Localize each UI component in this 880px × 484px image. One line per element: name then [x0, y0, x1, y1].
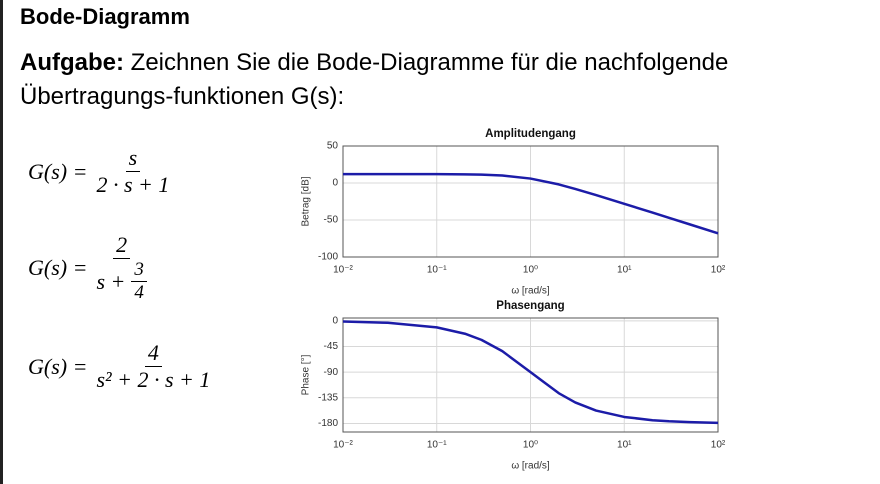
axes-box: [342, 317, 719, 433]
slide-edge: [0, 0, 3, 484]
x-tick-label: 10⁻²: [333, 265, 353, 276]
formula-lhs: G(s) =: [28, 353, 88, 379]
task-label: Aufgabe:: [20, 49, 124, 76]
y-tick-label: -100: [318, 252, 338, 263]
y-axis-label: Phase [°]: [301, 354, 312, 395]
y-tick-label: -50: [324, 215, 339, 226]
y-axis-label: Betrag [dB]: [301, 176, 312, 226]
denominator-term: s +: [96, 268, 126, 294]
chart-title: Amplitudengang: [485, 128, 576, 140]
x-tick-label: 10⁰: [523, 265, 538, 276]
y-tick-label: 50: [327, 141, 339, 152]
task-text: Zeichnen Sie die Bode-Diagramme für die …: [20, 49, 729, 110]
task: Aufgabe: Zeichnen Sie die Bode-Diagramme…: [20, 46, 840, 114]
numerator: 2: [113, 232, 131, 259]
axes-box: [342, 145, 719, 258]
x-axis-label: ω [rad/s]: [511, 461, 550, 472]
formula: G(s) = 4 s² + 2 · s + 1: [28, 340, 213, 393]
x-tick-label: 10⁻¹: [427, 440, 447, 451]
bode-charts: 10⁻² 10⁻¹ 10⁰ 10¹ 10² 50 0 -50 -100 Amplitudengan…: [301, 128, 726, 472]
x-tick-label: 10⁻²: [333, 440, 353, 451]
numerator: 4: [144, 340, 162, 367]
x-tick-label: 10²: [711, 265, 726, 276]
formula-lhs: G(s) =: [28, 158, 88, 184]
data-line: [342, 320, 719, 425]
x-tick-label: 10²: [711, 440, 726, 451]
chart-title: Phasengang: [496, 300, 564, 312]
fraction: 4 s² + 2 · s + 1: [93, 340, 213, 393]
x-tick-label: 10⁰: [523, 440, 538, 451]
y-tick-label: 0: [332, 315, 338, 326]
numerator: s: [125, 145, 141, 172]
data-line: [343, 172, 719, 235]
denominator: 2 · s + 1: [96, 172, 170, 197]
x-tick-label: 10¹: [617, 265, 632, 276]
y-tick-label: -45: [324, 341, 339, 352]
denominator: 4: [134, 282, 144, 303]
formula-lhs: G(s) =: [28, 255, 88, 280]
x-tick-label: 10⁻¹: [427, 265, 447, 276]
numerator: 3: [131, 259, 147, 282]
denominator: s² + 2 · s + 1: [96, 367, 211, 392]
y-tick-label: -90: [324, 367, 339, 378]
y-tick-label: -135: [318, 392, 338, 403]
x-axis-label: ω [rad/s]: [511, 286, 550, 297]
slide-title: Bode-Diagramm: [20, 4, 190, 29]
y-tick-label: -180: [318, 418, 338, 429]
y-tick-label: 0: [332, 178, 338, 189]
x-tick-label: 10¹: [617, 440, 632, 451]
